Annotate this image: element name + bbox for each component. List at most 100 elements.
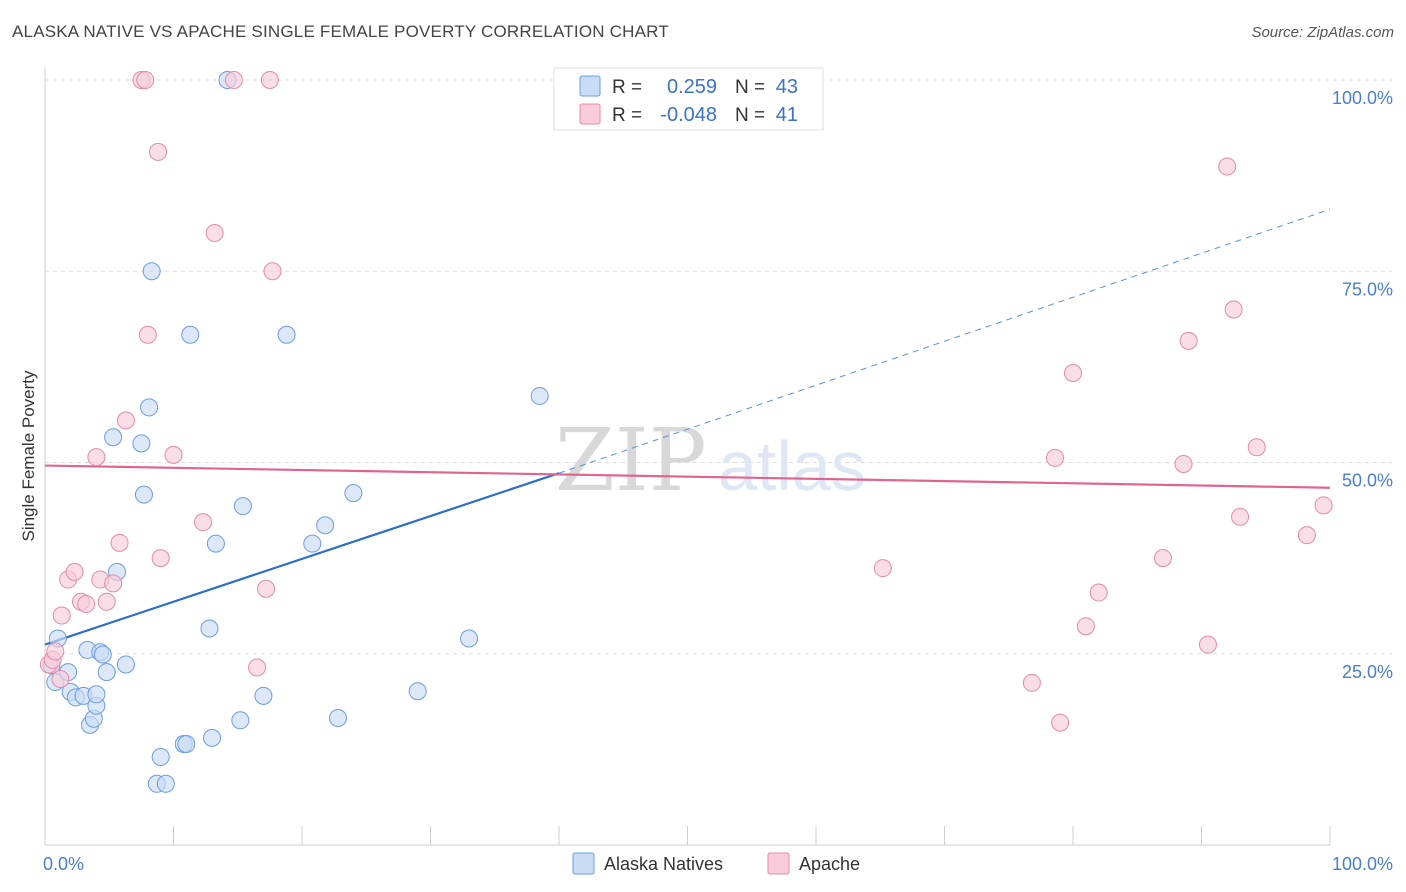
trend-line-alaska-natives — [44, 472, 560, 646]
data-point-apache — [110, 533, 129, 552]
y-tick-label: 75.0% — [1342, 279, 1393, 299]
data-point-apache — [873, 559, 892, 578]
data-point-apache — [1051, 713, 1070, 732]
x-tick-label: 100.0% — [1332, 854, 1393, 874]
legend-r-value: -0.048 — [660, 104, 717, 126]
data-point-alaska-natives — [203, 728, 222, 747]
watermark-zip: ZIP — [555, 411, 707, 511]
data-point-apache — [205, 224, 224, 242]
data-point-apache — [151, 549, 170, 568]
data-point-apache — [65, 562, 84, 581]
y-tick-label: 100.0% — [1332, 88, 1393, 108]
y-tick-label: 50.0% — [1342, 471, 1393, 491]
data-point-alaska-natives — [316, 516, 335, 535]
y-tick-label: 25.0% — [1342, 662, 1393, 682]
data-point-alaska-natives — [132, 434, 151, 453]
data-point-apache — [87, 448, 106, 467]
chart-title: ALASKA NATIVE VS APACHE SINGLE FEMALE PO… — [12, 22, 669, 41]
data-point-apache — [1076, 617, 1095, 636]
data-point-apache — [1231, 507, 1250, 526]
trend-lines — [44, 208, 1331, 646]
data-point-apache — [149, 142, 168, 161]
data-point-apache — [52, 606, 71, 625]
data-point-apache — [1218, 157, 1237, 176]
data-point-alaska-natives — [206, 534, 225, 553]
data-points — [39, 71, 1333, 793]
stats-legend: R = 0.259 N = 43 R = -0.048 N = 41 — [553, 67, 824, 131]
series-legend-swatch — [767, 852, 790, 875]
watermark: ZIP atlas — [555, 411, 866, 511]
data-point-apache — [1247, 438, 1266, 457]
data-point-alaska-natives — [93, 645, 112, 664]
data-point-apache — [224, 71, 243, 89]
legend-n-value: 41 — [776, 104, 798, 126]
gridlines — [45, 79, 1392, 655]
data-point-alaska-natives — [116, 655, 135, 674]
data-point-apache — [97, 592, 116, 611]
data-point-apache — [164, 445, 183, 464]
data-point-alaska-natives — [254, 686, 273, 705]
data-point-apache — [248, 658, 267, 677]
data-point-apache — [1046, 448, 1065, 467]
series-legend: Alaska Natives Apache — [572, 852, 860, 875]
data-point-alaska-natives — [134, 485, 153, 504]
data-point-apache — [1224, 300, 1243, 319]
series-legend-label: Alaska Natives — [604, 854, 723, 874]
watermark-atlas: atlas — [718, 427, 866, 505]
legend-swatch — [579, 103, 601, 125]
data-point-alaska-natives — [181, 325, 200, 344]
data-point-apache — [257, 579, 276, 598]
axes — [44, 68, 1331, 846]
legend-swatch — [579, 75, 601, 97]
data-point-apache — [1179, 331, 1198, 350]
legend-n-label: N = — [735, 77, 765, 98]
data-point-apache — [1174, 455, 1193, 474]
data-point-alaska-natives — [277, 325, 296, 344]
data-point-alaska-natives — [233, 497, 252, 516]
data-point-alaska-natives — [408, 682, 427, 701]
series-legend-label: Apache — [799, 854, 860, 874]
trend-line-extension — [558, 208, 1331, 474]
trend-line-apache — [44, 464, 1331, 489]
data-point-alaska-natives — [177, 735, 196, 754]
data-point-apache — [104, 574, 123, 593]
data-point-apache — [138, 325, 157, 344]
legend-r-label: R = — [612, 105, 642, 126]
data-point-apache — [1064, 363, 1082, 382]
data-point-alaska-natives — [460, 629, 479, 648]
data-point-alaska-natives — [530, 386, 549, 405]
data-point-alaska-natives — [344, 484, 363, 503]
data-point-alaska-natives — [303, 534, 322, 553]
legend-r-value: 0.259 — [667, 76, 717, 98]
data-point-apache — [46, 642, 65, 661]
data-point-alaska-natives — [151, 748, 170, 767]
data-point-apache — [1314, 496, 1333, 515]
data-point-alaska-natives — [231, 711, 250, 730]
data-point-alaska-natives — [104, 428, 123, 447]
data-point-apache — [1198, 635, 1217, 654]
data-point-apache — [136, 71, 155, 89]
data-point-apache — [116, 411, 135, 430]
series-legend-swatch — [572, 852, 595, 875]
y-tick-labels: 25.0% 50.0% 75.0% 100.0% — [1332, 88, 1393, 682]
data-point-apache — [1297, 526, 1316, 545]
data-point-apache — [260, 71, 279, 89]
legend-r-label: R = — [612, 77, 642, 98]
data-point-alaska-natives — [156, 774, 175, 793]
x-tick-labels: 0.0% 100.0% — [43, 854, 1393, 874]
legend-n-label: N = — [735, 105, 765, 126]
data-point-alaska-natives — [142, 262, 161, 281]
data-point-apache — [194, 513, 213, 532]
data-point-alaska-natives — [97, 663, 116, 682]
data-point-alaska-natives — [140, 398, 159, 417]
data-point-apache — [1153, 549, 1172, 568]
data-point-alaska-natives — [200, 619, 219, 638]
data-point-apache — [1022, 673, 1041, 692]
data-point-alaska-natives — [87, 685, 106, 704]
data-point-apache — [51, 669, 70, 688]
chart-source: Source: ZipAtlas.com — [1251, 24, 1394, 41]
x-tick-label: 0.0% — [43, 854, 84, 874]
data-point-apache — [1089, 583, 1108, 602]
data-point-apache — [77, 595, 96, 614]
